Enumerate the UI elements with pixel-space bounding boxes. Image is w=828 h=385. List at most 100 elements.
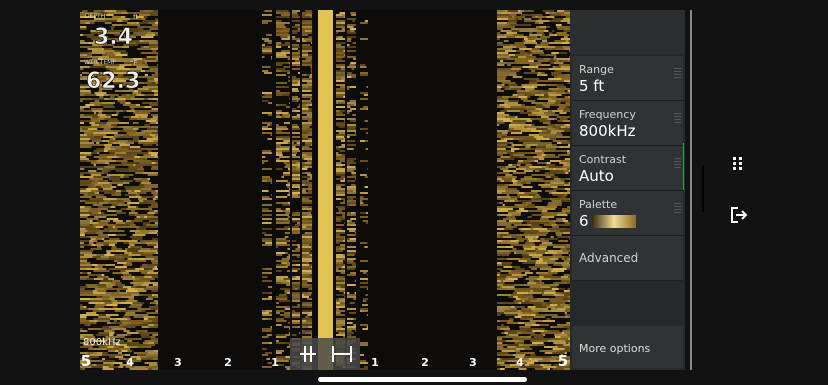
- sonar-return: [543, 122, 550, 124]
- sonar-return: [534, 316, 541, 318]
- sonar-return: [363, 300, 367, 302]
- sonar-return: [80, 276, 89, 278]
- sonar-return: [347, 246, 356, 248]
- sonar-return: [292, 260, 297, 262]
- sonar-return: [148, 352, 158, 354]
- sonar-return: [561, 178, 567, 180]
- sonar-return: [80, 140, 89, 142]
- sonar-return: [544, 224, 552, 226]
- sonar-return: [500, 168, 508, 170]
- sonar-return: [292, 220, 300, 222]
- sonar-return: [527, 222, 537, 224]
- sonar-return: [295, 24, 300, 26]
- sonar-return: [514, 284, 523, 286]
- menu-label: Advanced: [579, 251, 638, 265]
- menu-item[interactable]: Frequency800kHz: [572, 101, 683, 146]
- sonar-return: [307, 214, 311, 216]
- menu-item[interactable]: Advanced: [572, 236, 683, 281]
- sonar-return: [116, 160, 127, 162]
- sonar-return: [295, 250, 300, 252]
- sonar-return: [561, 140, 567, 142]
- sonar-return: [112, 302, 120, 304]
- sonar-return: [142, 294, 151, 296]
- sonar-return: [506, 32, 509, 34]
- sonar-return: [512, 16, 514, 18]
- sonar-return: [504, 40, 509, 42]
- sonar-return: [98, 118, 105, 120]
- sonar-return: [344, 138, 345, 140]
- sonar-return: [143, 224, 146, 226]
- more-options[interactable]: More options: [579, 342, 651, 355]
- sonar-return: [527, 96, 530, 98]
- sonar-return: [143, 130, 157, 132]
- sonar-return: [510, 200, 515, 202]
- sonar-return: [138, 34, 146, 36]
- sonar-return: [127, 132, 136, 134]
- sonar-return: [120, 302, 132, 304]
- sonar-return: [540, 240, 549, 242]
- sonar-return: [563, 302, 565, 304]
- sonar-return: [561, 292, 570, 294]
- sonar-return: [336, 74, 339, 76]
- sonar-return: [513, 220, 523, 222]
- sonar-return: [561, 78, 570, 80]
- sonar-return: [510, 106, 524, 108]
- sonar-return: [336, 198, 341, 200]
- sonar-return: [141, 70, 145, 72]
- sonar-return: [497, 88, 501, 90]
- sonar-return: [141, 254, 153, 256]
- sonar-return: [310, 274, 312, 276]
- sonar-return: [276, 150, 282, 152]
- sonar-return: [298, 50, 300, 52]
- sonar-return: [521, 298, 528, 300]
- sonar-return: [268, 138, 272, 140]
- sonar-return: [557, 324, 570, 326]
- sonar-return: [514, 224, 527, 226]
- sonar-return: [508, 344, 519, 346]
- menu-item[interactable]: Range5 ft: [572, 56, 683, 101]
- sonar-return: [497, 344, 508, 346]
- sonar-return: [547, 228, 557, 230]
- sonar-return: [564, 306, 570, 308]
- sonar-return: [262, 150, 271, 152]
- menu-item[interactable]: ContrastAuto: [572, 146, 683, 191]
- sonar-return: [302, 296, 309, 298]
- sonar-return: [131, 210, 135, 212]
- sonar-return: [507, 22, 517, 24]
- sonar-return: [535, 22, 539, 24]
- sonar-return: [292, 36, 295, 38]
- sonar-return: [262, 354, 268, 356]
- sonar-return: [558, 292, 561, 294]
- sonar-return: [567, 206, 570, 208]
- menu-item[interactable]: Palette6: [572, 191, 683, 236]
- sonar-return: [140, 152, 148, 154]
- sonar-return: [546, 176, 551, 178]
- sonar-return: [279, 32, 289, 34]
- sonar-return: [105, 146, 111, 148]
- sonar-return: [367, 326, 368, 328]
- sonar-return: [304, 38, 312, 40]
- sonar-return: [534, 136, 544, 138]
- sonar-return: [538, 344, 545, 346]
- sonar-return: [120, 326, 124, 328]
- sonar-return: [116, 210, 122, 212]
- sonar-return: [262, 208, 269, 210]
- sonar-return: [336, 174, 345, 176]
- sonar-return: [517, 310, 521, 312]
- sonar-return: [541, 216, 554, 218]
- sonar-return: [336, 192, 345, 194]
- sonar-return: [336, 78, 339, 80]
- sonar-return: [336, 246, 341, 248]
- sonar-return: [340, 300, 345, 302]
- sonar-return: [535, 234, 546, 236]
- sonar-return: [102, 298, 109, 300]
- sonar-return: [336, 90, 345, 92]
- sonar-return: [90, 354, 102, 356]
- home-indicator[interactable]: [318, 377, 527, 382]
- sonar-return: [339, 132, 345, 134]
- sonar-return: [340, 310, 345, 312]
- sonar-return: [497, 202, 499, 204]
- sonar-return: [302, 248, 311, 250]
- sonar-return: [113, 220, 123, 222]
- sonar-return: [347, 130, 356, 132]
